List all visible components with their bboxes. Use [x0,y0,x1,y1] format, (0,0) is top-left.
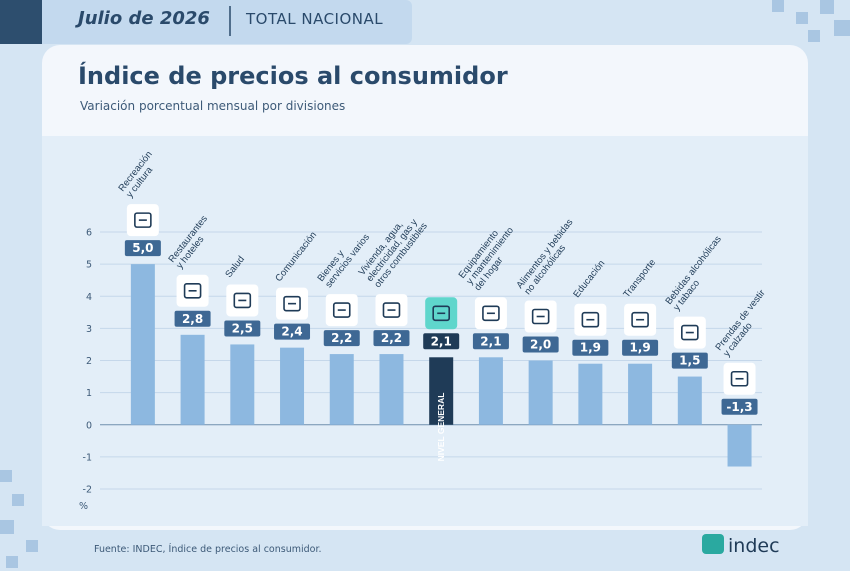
bar [329,354,354,425]
icon-glyph [134,212,152,228]
icon-glyph [730,370,749,387]
value-label: 2,5 [232,321,253,335]
y-tick-label: 1 [86,388,92,399]
icon-glyph [631,311,649,328]
value-label: 1,5 [679,354,700,368]
y-tick-label: 6 [86,228,92,239]
value-label-box [124,240,161,257]
value-label-box [274,323,311,340]
value-label-box [323,330,360,347]
value-label: 2,2 [381,331,402,345]
value-label-box [522,336,559,353]
bar [130,264,155,425]
icon-glyph [183,282,202,299]
value-label: 2,1 [480,334,501,348]
bar [429,357,454,425]
icon-glyph [332,302,351,318]
y-tick-label: -2 [83,485,92,496]
icon-glyph [581,311,600,328]
bar [727,424,752,467]
icon-glyph [531,308,550,325]
value-label: -1,3 [726,400,752,414]
period: Julio de 2026 [78,8,210,29]
value-label: 2,2 [331,331,352,345]
bar [379,354,404,425]
value-label-box [671,352,708,369]
value-label: 2,8 [182,312,203,326]
value-label-box [423,333,460,350]
value-label-box [472,333,509,350]
header-bar [0,0,412,44]
icon-glyph [283,295,301,312]
value-label-box [224,320,261,337]
value-label: 2,1 [431,334,452,348]
value-label: 1,9 [580,341,601,355]
y-tick-label: 0 [86,420,92,431]
y-tick-label: 3 [86,324,92,335]
value-label-box [373,330,410,347]
value-label-box [174,310,211,327]
category-label: NIVEL GENERAL [436,392,447,462]
value-label-box [572,339,609,356]
scope: TOTAL NACIONAL [246,10,384,28]
y-tick-label: 5 [86,260,92,271]
icon-glyph [432,305,451,322]
bar [628,363,653,425]
y-tick-label: -1 [83,452,92,463]
value-label-box [622,339,659,356]
value-label-box [721,398,758,415]
bar [230,344,255,425]
bar [280,347,305,425]
y-unit: % [79,501,88,512]
source: Fuente: INDEC, Índice de precios al cons… [94,543,322,555]
logo: indec [728,535,780,557]
logo-mark [702,534,724,554]
icon-glyph [382,302,401,318]
y-tick-label: 2 [86,356,92,367]
icon-glyph [233,292,252,309]
bar [578,363,603,425]
chart-title: Índice de precios al consumidor [78,61,508,90]
value-label: 2,4 [281,325,302,339]
bar [677,376,702,425]
chart-subtitle: Variación porcentual mensual por divisio… [80,99,345,113]
icon-glyph [681,324,699,341]
value-label: 2,0 [530,338,551,352]
header-icon [0,0,42,44]
bar [180,334,205,425]
value-label: 5,0 [132,241,153,255]
bar [478,357,503,425]
icon-glyph [482,305,500,322]
bar [528,360,553,425]
y-tick-label: 4 [86,292,92,303]
value-label: 1,9 [629,341,650,355]
